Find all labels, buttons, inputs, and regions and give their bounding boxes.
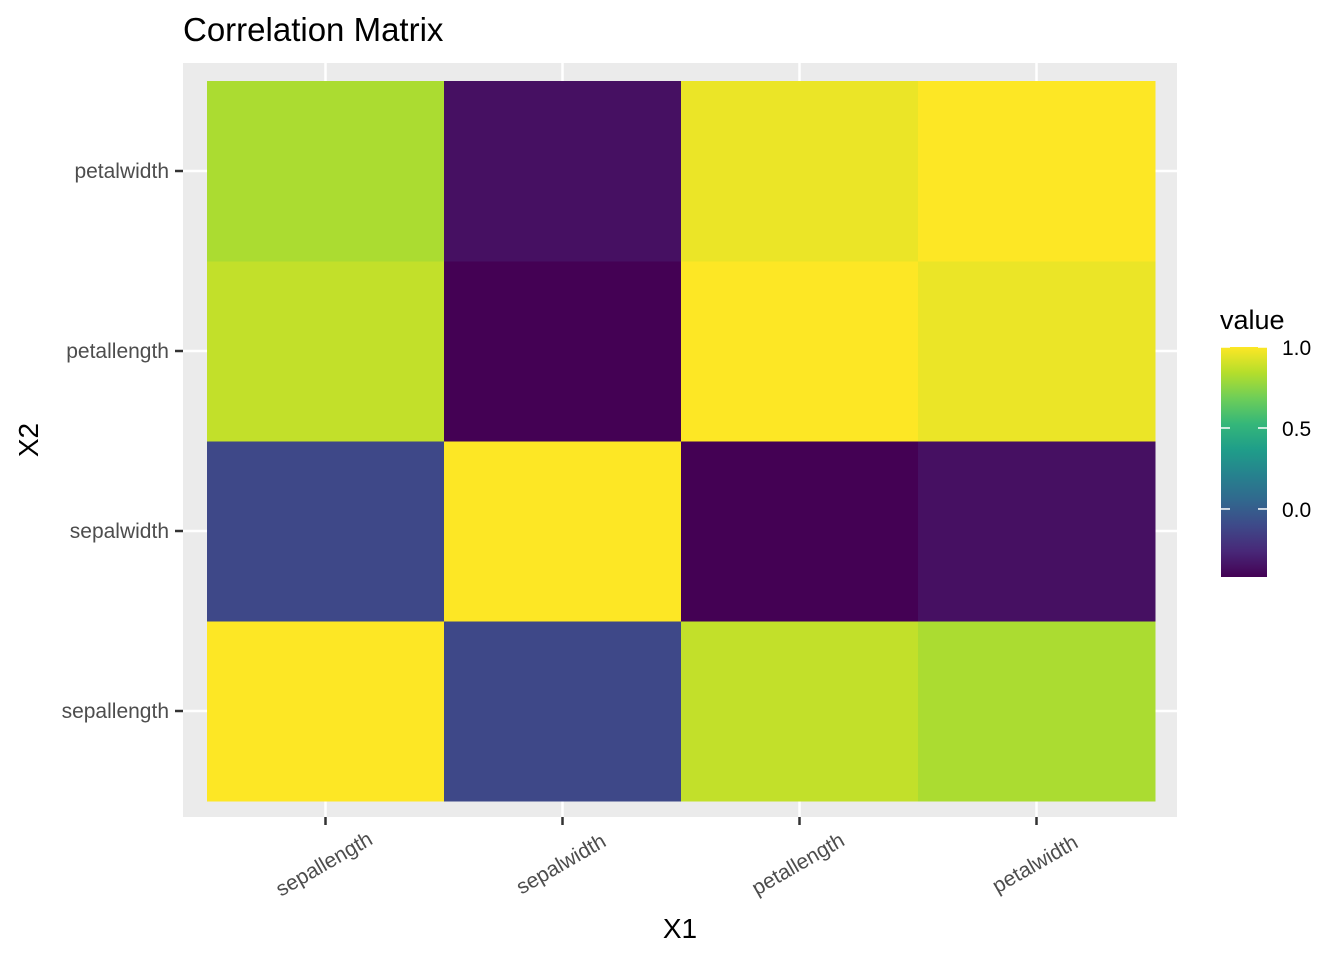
heatmap-cell — [918, 261, 1156, 442]
heatmap-cell — [444, 621, 682, 802]
heatmap-cell — [681, 441, 919, 622]
y-axis: sepallength sepalwidth petallength petalwid… — [62, 160, 183, 723]
heatmap-cell — [681, 621, 919, 802]
heatmap-cell — [918, 81, 1156, 262]
heatmap-cell — [681, 261, 919, 442]
heatmap-cell — [207, 261, 445, 442]
legend-tick-label: 0.5 — [1282, 418, 1311, 441]
y-tick-label: petalwidth — [74, 160, 169, 183]
x-tick-label: petallength — [748, 829, 848, 900]
heatmap-cell — [207, 441, 445, 622]
heatmap-cell — [207, 81, 445, 262]
heatmap-cell — [918, 441, 1156, 622]
legend-ticks: 1.0 0.5 0.0 — [1221, 337, 1311, 522]
legend-colorbar — [1221, 347, 1267, 577]
heatmap-cell — [207, 621, 445, 802]
color-legend: value 1.0 0.5 0.0 — [1220, 305, 1311, 577]
y-tick-label: sepallength — [62, 700, 169, 723]
y-axis-title: X2 — [13, 423, 44, 457]
x-tick-label: petalwidth — [989, 831, 1082, 898]
x-axis-title: X1 — [663, 913, 697, 944]
heatmap-cell — [444, 261, 682, 442]
chart-title: Correlation Matrix — [183, 11, 444, 48]
heatmap-cells — [207, 81, 1156, 802]
legend-title: value — [1220, 305, 1285, 335]
x-tick-label: sepallength — [272, 828, 377, 902]
heatmap-cell — [918, 621, 1156, 802]
legend-tick-label: 1.0 — [1282, 337, 1311, 360]
heatmap-cell — [444, 81, 682, 262]
legend-tick-label: 0.0 — [1282, 499, 1311, 522]
heatmap-cell — [444, 441, 682, 622]
heatmap-cell — [681, 81, 919, 262]
y-tick-label: petallength — [66, 340, 169, 363]
x-tick-label: sepalwidth — [513, 830, 610, 900]
y-tick-label: sepalwidth — [70, 520, 169, 543]
x-axis: sepallength sepalwidth petallength petalwid… — [272, 817, 1082, 901]
